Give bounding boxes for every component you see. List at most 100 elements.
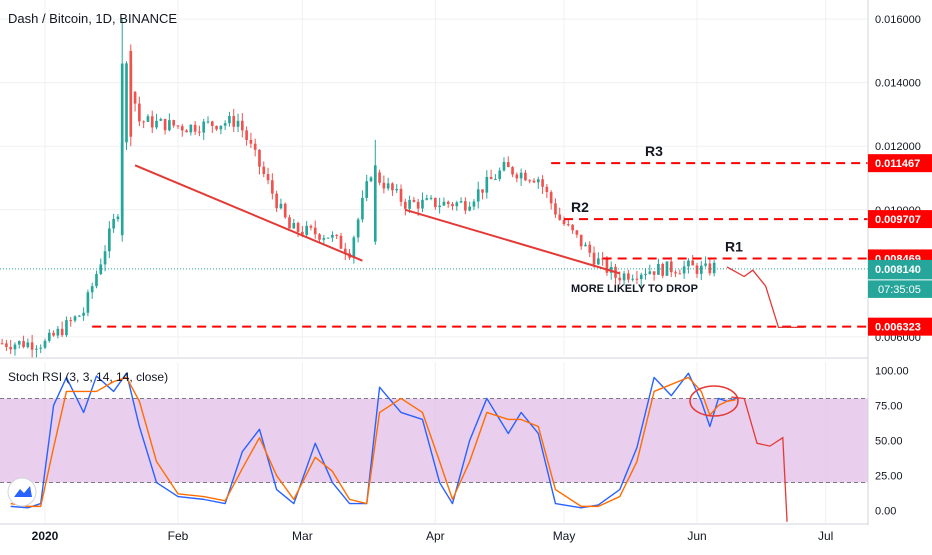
candle-body	[408, 199, 411, 209]
candle-body	[193, 124, 197, 132]
candle-body	[644, 273, 647, 275]
candle-body	[708, 263, 712, 274]
candle-body	[511, 167, 514, 175]
stoch-tick-label: 25.00	[875, 471, 903, 483]
candle-body	[399, 188, 403, 202]
candle-body	[571, 224, 574, 231]
stoch-tick-label: 50.00	[875, 436, 903, 448]
chart-title: Dash / Bitcoin, 1D, BINANCE	[8, 11, 177, 26]
candle-body	[185, 130, 188, 133]
candle-body	[382, 182, 386, 189]
candle-body	[519, 172, 523, 179]
candle-body	[502, 162, 506, 171]
annotation-text: MORE LIKELY TO DROP	[571, 283, 698, 295]
candle-body	[47, 332, 51, 341]
candle-body	[687, 260, 690, 267]
candle-body	[95, 274, 98, 287]
candles	[0, 19, 716, 358]
candle-body	[545, 186, 549, 193]
candle-body	[343, 248, 347, 254]
candle-body	[210, 121, 214, 126]
candle-body	[395, 188, 399, 191]
candle-body	[434, 197, 437, 208]
candle-body	[172, 120, 176, 126]
candle-body	[425, 198, 429, 200]
candle-body	[515, 174, 519, 179]
candle-body	[125, 63, 128, 143]
candle-body	[588, 244, 592, 253]
candle-body	[669, 261, 673, 273]
candle-body	[682, 266, 686, 274]
candle-body	[451, 203, 454, 207]
candle-body	[56, 328, 60, 336]
candle-body	[339, 235, 343, 249]
candle-body	[678, 273, 682, 275]
candle-body	[699, 265, 703, 274]
candle-body	[489, 176, 493, 180]
candle-body	[618, 277, 622, 281]
candle-body	[116, 216, 120, 219]
candle-body	[206, 121, 210, 123]
candle-body	[262, 166, 266, 175]
candle-body	[631, 278, 634, 280]
candle-body	[155, 120, 158, 128]
time-tick-label: Apr	[426, 529, 445, 543]
candle-body	[86, 292, 90, 313]
candle-body	[639, 274, 643, 280]
candle-body	[99, 264, 103, 275]
candle-body	[361, 197, 364, 220]
candle-body	[352, 237, 356, 258]
candle-body	[292, 222, 296, 229]
stoch-title: Stoch RSI (3, 3, 14, 14, close)	[8, 370, 168, 384]
candle-body	[438, 205, 441, 208]
level-price-tag	[868, 154, 932, 173]
candle-body	[605, 258, 609, 273]
candle-body	[416, 201, 420, 209]
candle-body	[562, 219, 566, 225]
cloud-logo-icon	[7, 477, 37, 507]
candle-body	[236, 120, 240, 127]
price-tick-label: 0.014000	[875, 78, 921, 90]
candle-body	[198, 131, 201, 133]
candle-body	[258, 149, 261, 167]
candle-body	[554, 203, 557, 215]
candle-body	[180, 126, 184, 131]
candle-body	[652, 271, 656, 275]
candle-body	[275, 193, 278, 209]
candle-body	[704, 263, 707, 266]
candle-body	[429, 197, 433, 199]
time-tick-label: Feb	[168, 529, 189, 543]
level-label: R2	[571, 199, 589, 215]
price-tick-label: 0.016000	[875, 14, 921, 26]
candle-body	[26, 342, 30, 348]
candle-body	[189, 124, 193, 133]
candle-body	[228, 116, 231, 124]
candle-body	[498, 170, 502, 179]
candle-body	[13, 344, 17, 350]
level-label: R1	[725, 238, 743, 254]
time-tick-label: Mar	[292, 529, 313, 543]
candle-body	[464, 201, 467, 211]
candle-body	[69, 320, 73, 322]
candle-body	[459, 201, 463, 203]
candle-body	[112, 218, 115, 229]
candle-body	[129, 50, 133, 137]
candle-body	[219, 125, 223, 130]
candle-body	[39, 347, 43, 349]
candle-body	[305, 225, 308, 235]
candle-body	[168, 120, 171, 131]
candle-body	[326, 237, 330, 239]
candle-body	[215, 125, 218, 130]
candle-body	[476, 189, 480, 202]
stoch-band	[0, 398, 868, 483]
candle-body	[108, 228, 111, 252]
candle-body	[283, 203, 287, 218]
candle-body	[318, 234, 321, 240]
candle-body	[5, 343, 8, 347]
candle-body	[176, 125, 180, 127]
candle-body	[0, 343, 4, 345]
candle-body	[240, 120, 244, 131]
candle-body	[365, 181, 369, 198]
level-price-tag-label: 0.006323	[875, 322, 921, 334]
